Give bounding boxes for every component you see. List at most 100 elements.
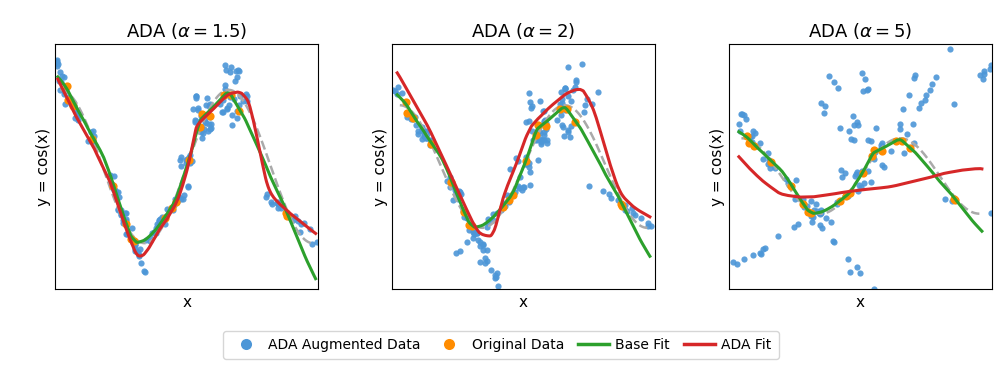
Point: [518, 158, 534, 164]
Point: [488, 274, 504, 280]
Point: [538, 126, 554, 132]
Point: [640, 220, 656, 226]
Point: [534, 137, 550, 143]
Point: [447, 187, 463, 193]
Point: [229, 108, 245, 114]
Point: [180, 154, 196, 160]
Point: [938, 196, 954, 202]
Point: [293, 221, 309, 227]
Point: [733, 111, 749, 117]
Point: [479, 258, 495, 264]
Point: [149, 223, 165, 229]
Point: [560, 129, 576, 135]
Point: [197, 116, 213, 122]
Point: [154, 214, 170, 220]
Point: [594, 188, 610, 194]
Point: [409, 122, 425, 128]
Point: [113, 213, 129, 219]
Point: [522, 183, 538, 188]
Point: [84, 128, 100, 134]
Point: [465, 236, 481, 242]
Point: [136, 269, 152, 275]
Point: [529, 131, 545, 137]
Point: [502, 193, 518, 199]
Title: ADA ($\alpha = 2$): ADA ($\alpha = 2$): [472, 21, 575, 41]
Point: [947, 197, 963, 202]
Point: [232, 93, 248, 99]
Point: [215, 109, 231, 115]
Point: [259, 194, 275, 200]
Point: [416, 129, 432, 135]
Point: [840, 193, 856, 199]
Point: [263, 199, 279, 205]
Point: [187, 117, 203, 123]
Point: [922, 87, 938, 93]
Point: [917, 97, 933, 103]
Point: [119, 231, 135, 237]
Point: [270, 199, 286, 205]
Point: [117, 218, 133, 224]
Point: [201, 113, 217, 119]
Point: [553, 89, 569, 95]
Point: [472, 243, 488, 249]
Point: [827, 79, 843, 85]
Point: [757, 246, 773, 251]
Point: [110, 189, 126, 195]
Point: [800, 209, 816, 215]
Point: [523, 105, 539, 111]
Point: [536, 137, 552, 143]
Point: [111, 207, 127, 213]
Point: [477, 255, 493, 261]
Point: [477, 261, 493, 266]
Point: [113, 207, 129, 213]
Point: [200, 103, 216, 109]
Point: [56, 74, 72, 80]
Point: [581, 183, 597, 189]
Point: [479, 224, 495, 230]
Point: [105, 184, 121, 190]
Point: [770, 234, 786, 239]
Point: [762, 157, 778, 163]
Point: [557, 107, 573, 113]
Point: [617, 207, 633, 213]
Point: [56, 92, 72, 97]
Point: [118, 221, 134, 227]
Point: [385, 87, 401, 93]
Point: [732, 128, 748, 134]
Point: [58, 83, 74, 89]
Point: [390, 84, 406, 90]
Point: [52, 87, 68, 93]
Point: [557, 85, 573, 90]
Point: [501, 197, 517, 203]
Point: [70, 112, 86, 117]
Point: [536, 132, 552, 138]
Point: [223, 113, 239, 119]
Point: [170, 194, 186, 200]
Point: [114, 220, 130, 226]
Point: [838, 193, 854, 199]
Point: [823, 219, 839, 224]
Point: [123, 225, 139, 231]
Point: [164, 207, 180, 213]
Point: [907, 72, 923, 78]
Point: [394, 90, 410, 96]
Point: [745, 143, 762, 149]
Point: [975, 76, 991, 82]
Point: [839, 194, 855, 199]
Point: [562, 134, 578, 139]
Point: [536, 119, 552, 124]
Point: [398, 99, 414, 105]
Y-axis label: y = cos(x): y = cos(x): [709, 127, 724, 206]
Point: [764, 160, 780, 165]
Point: [500, 198, 516, 204]
Point: [928, 74, 944, 80]
Point: [181, 160, 197, 165]
Point: [110, 194, 126, 199]
Point: [132, 247, 148, 253]
Point: [138, 237, 154, 243]
Point: [479, 247, 495, 253]
Point: [817, 103, 833, 109]
Point: [422, 142, 438, 148]
Point: [448, 190, 464, 195]
Point: [814, 210, 830, 216]
